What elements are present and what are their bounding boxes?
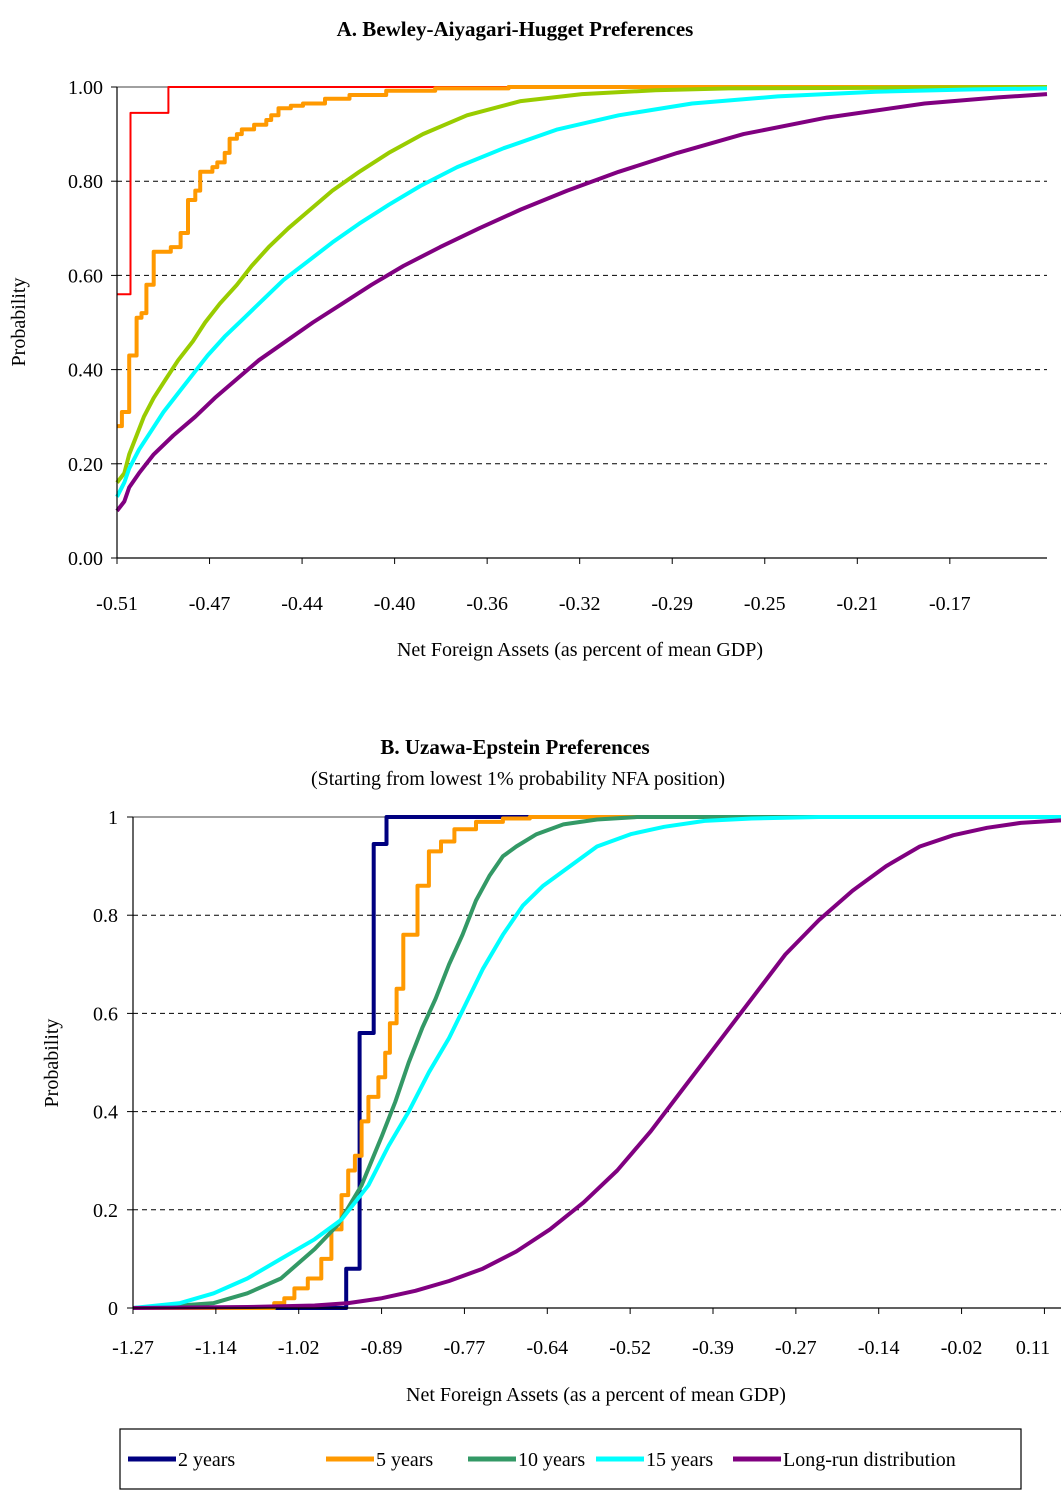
chart-a-gridlines (117, 86, 1047, 465)
chart-b-x-tick-labels: -1.27 -1.14 -1.02 -0.89 -0.77 -0.64 -0.52 -0.39… (112, 1337, 1050, 1359)
series-line-a-2 (115, 85, 1048, 484)
y-tick-label: 0.8 (93, 905, 118, 927)
x-tick-label: -0.89 (361, 1337, 403, 1359)
y-tick-label: 1.00 (68, 77, 103, 99)
chart-a: A. Bewley-Aiyagari-Hugget Preferences 0.… (8, 17, 1048, 661)
x-tick-label: -0.36 (466, 593, 508, 615)
chart-b: B. Uzawa-Epstein Preferences (Starting f… (41, 735, 1061, 1406)
legend-label: 10 years (518, 1449, 585, 1471)
legend-items: 2 years 5 years 10 years 15 years Long-run d… (128, 1449, 956, 1471)
chart-b-series (132, 815, 1061, 1310)
chart-a-y-tick-labels: 0.00 0.20 0.40 0.60 0.80 1.00 (68, 77, 103, 570)
x-tick-label: -0.25 (744, 593, 786, 615)
series-line-10-years (132, 815, 1061, 1310)
x-tick-label: -0.44 (281, 593, 323, 615)
x-tick-label: -0.51 (96, 593, 138, 615)
legend-label: 5 years (376, 1449, 433, 1471)
x-tick-label: -0.64 (526, 1337, 568, 1359)
chart-a-series (115, 85, 1048, 513)
chart-b-y-axis-label: Probability (41, 1019, 63, 1108)
series-line-long-run-distribution (132, 818, 1061, 1310)
legend-label: 2 years (178, 1449, 235, 1471)
chart-a-title: A. Bewley-Aiyagari-Hugget Preferences (337, 17, 694, 41)
legend-label: 15 years (646, 1449, 713, 1471)
chart-b-gridlines (133, 816, 1061, 1211)
x-tick-label: -0.52 (609, 1337, 651, 1359)
series-line-a-4 (115, 92, 1048, 513)
y-tick-label: 0.40 (68, 360, 103, 382)
x-tick-label: -0.39 (692, 1337, 734, 1359)
legend-label: Long-run distribution (783, 1449, 956, 1471)
chart-a-x-axis-label: Net Foreign Assets (as percent of mean G… (397, 639, 763, 661)
chart-b-y-tick-labels: 0 0.2 0.4 0.6 0.8 1 (93, 807, 118, 1320)
y-tick-label: 0.20 (68, 454, 103, 476)
x-tick-label: -0.17 (929, 593, 971, 615)
series-line-15-years (132, 815, 1061, 1310)
x-tick-label: 0.11 (1016, 1337, 1050, 1359)
x-tick-label: -0.32 (559, 593, 601, 615)
series-line-5-years (133, 815, 1061, 1310)
chart-a-y-axis-label: Probability (8, 278, 30, 367)
x-tick-label: -1.02 (278, 1337, 320, 1359)
x-tick-label: -0.77 (444, 1337, 486, 1359)
series-line-2-years (133, 815, 1061, 1310)
x-tick-label: -1.27 (112, 1337, 154, 1359)
chart-a-axes (111, 86, 1047, 564)
x-tick-label: -0.47 (189, 593, 231, 615)
x-tick-label: -0.14 (858, 1337, 900, 1359)
chart-b-subtitle: (Starting from lowest 1% probability NFA… (311, 768, 725, 790)
series-line-a-0 (117, 86, 1047, 296)
legend-box (119, 1428, 1022, 1490)
y-tick-label: 0.4 (93, 1102, 118, 1124)
series-line-a-3 (115, 86, 1048, 498)
series-line-a-1 (117, 85, 1047, 429)
x-tick-label: -0.02 (941, 1337, 983, 1359)
chart-a-x-tick-labels: -0.51 -0.47 -0.44 -0.40 -0.36 -0.32 -0.29 -0.25… (96, 593, 971, 615)
chart-b-x-axis-label: Net Foreign Assets (as a percent of mean… (406, 1384, 786, 1406)
y-tick-label: 0.80 (68, 171, 103, 193)
x-tick-label: -1.14 (195, 1337, 237, 1359)
x-tick-label: -0.27 (775, 1337, 817, 1359)
y-tick-label: 1 (108, 807, 118, 829)
y-tick-label: 0.2 (93, 1200, 118, 1222)
x-tick-label: -0.29 (651, 593, 693, 615)
chart-b-axes (127, 816, 1061, 1314)
legend: 2 years 5 years 10 years 15 years Long-run d… (119, 1428, 1022, 1490)
x-tick-label: -0.21 (836, 593, 878, 615)
y-tick-label: 0 (108, 1298, 118, 1320)
y-tick-label: 0.00 (68, 548, 103, 570)
y-tick-label: 0.60 (68, 265, 103, 287)
x-tick-label: -0.40 (374, 593, 416, 615)
y-tick-label: 0.6 (93, 1003, 118, 1025)
chart-b-title: B. Uzawa-Epstein Preferences (380, 735, 649, 759)
